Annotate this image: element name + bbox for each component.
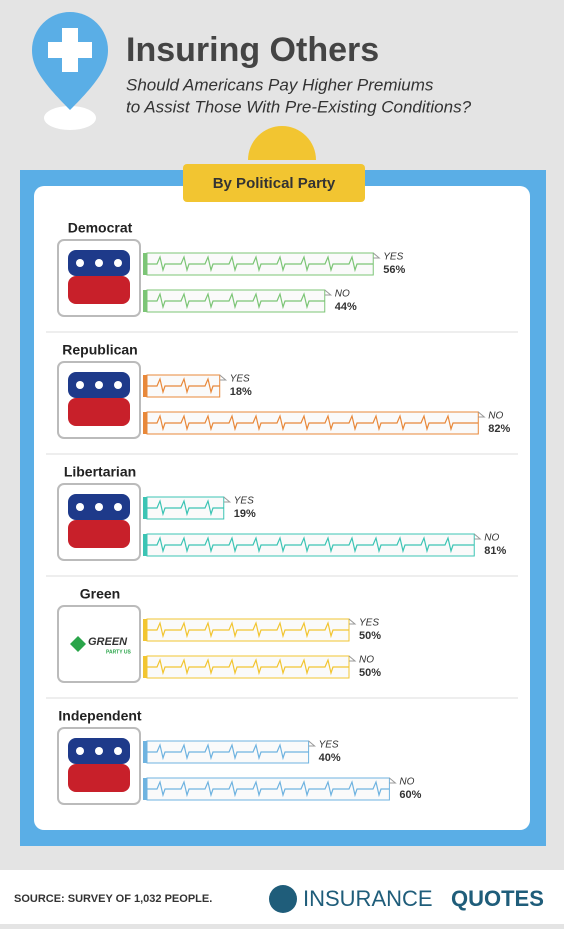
logo-star <box>114 503 122 511</box>
bar-flag <box>389 777 397 784</box>
brand: QUOTES <box>451 886 544 911</box>
logo-star <box>95 503 103 511</box>
bar-flag <box>223 496 232 503</box>
category-label: YES <box>383 252 403 263</box>
ecg-trace <box>147 536 475 554</box>
group-name: Democrat <box>68 220 133 236</box>
bar-flag <box>324 289 333 296</box>
bar-flag <box>219 374 228 381</box>
bar-cap <box>143 656 147 678</box>
tab-handle <box>248 126 316 160</box>
value-label: 50% <box>359 667 381 679</box>
bar-cap <box>143 534 147 556</box>
brand-icon <box>269 885 297 913</box>
value-label: 44% <box>335 301 357 313</box>
logo-star <box>76 503 84 511</box>
logo-emblem-bottom <box>68 276 130 304</box>
bar-cap <box>143 778 147 800</box>
ecg-trace <box>147 377 220 395</box>
bar-cap <box>143 497 147 519</box>
category-label: YES <box>234 496 254 507</box>
ecg-trace <box>147 743 309 761</box>
logo-star <box>76 259 84 267</box>
logo-star <box>114 381 122 389</box>
category-label: NO <box>359 655 374 666</box>
brand: INSURANCE <box>303 886 433 911</box>
value-label: 56% <box>383 264 405 276</box>
logo-star <box>95 381 103 389</box>
bar-flag <box>473 533 482 540</box>
logo-emblem-bottom <box>68 764 130 792</box>
category-label: NO <box>399 777 414 788</box>
section-tab <box>183 164 365 202</box>
bar-cap <box>143 253 147 275</box>
bar-cap <box>143 412 147 434</box>
bar-flag <box>477 411 486 418</box>
logo-text: PARTY US <box>106 649 131 655</box>
logo-box <box>57 605 141 683</box>
group-name: Libertarian <box>64 464 136 480</box>
value-label: 19% <box>234 508 256 520</box>
logo-star <box>76 381 84 389</box>
category-label: NO <box>335 289 350 300</box>
group-name: Republican <box>62 342 137 358</box>
ecg-trace <box>147 658 349 676</box>
value-label: 18% <box>230 386 252 398</box>
value-label: 50% <box>359 630 381 642</box>
ecg-trace <box>147 621 349 639</box>
logo-star <box>114 747 122 755</box>
logo-diamond <box>70 636 86 652</box>
header-icon <box>32 12 108 130</box>
category-label: NO <box>488 411 503 422</box>
subtitle: Should Americans Pay Higher Premiums <box>126 75 434 94</box>
section-title: By Political Party <box>213 175 336 192</box>
ecg-trace <box>147 255 374 273</box>
title: Insuring Others <box>126 31 379 69</box>
group-name: Independent <box>58 708 142 724</box>
logo-star <box>95 259 103 267</box>
ecg-trace <box>147 414 479 432</box>
category-label: NO <box>484 533 499 544</box>
subtitle: to Assist Those With Pre-Existing Condit… <box>126 97 472 116</box>
bar-flag <box>308 740 316 747</box>
bar-flag <box>348 618 357 625</box>
value-label: 82% <box>488 423 510 435</box>
logo-emblem-bottom <box>68 398 130 426</box>
bar-cap <box>143 619 147 641</box>
logo-star <box>76 747 84 755</box>
category-label: YES <box>319 740 339 751</box>
bar <box>146 374 221 398</box>
group-name: Green <box>80 586 120 602</box>
ecg-trace <box>147 499 224 517</box>
value-label: 81% <box>484 545 506 557</box>
logo-star <box>114 259 122 267</box>
ecg-trace <box>147 780 390 798</box>
bar-cap <box>143 290 147 312</box>
category-label: YES <box>230 374 250 385</box>
logo-emblem-bottom <box>68 520 130 548</box>
bar-flag <box>372 252 381 259</box>
bar-cap <box>143 741 147 763</box>
category-label: YES <box>359 618 379 629</box>
logo-star <box>95 747 103 755</box>
bar-cap <box>143 375 147 397</box>
source: SOURCE: SURVEY OF 1,032 PEOPLE. <box>14 893 212 905</box>
ecg-trace <box>147 292 325 310</box>
value-label: 60% <box>399 789 421 801</box>
logo-text: GREEN <box>88 636 128 648</box>
bar-flag <box>348 655 357 662</box>
value-label: 40% <box>319 752 341 764</box>
